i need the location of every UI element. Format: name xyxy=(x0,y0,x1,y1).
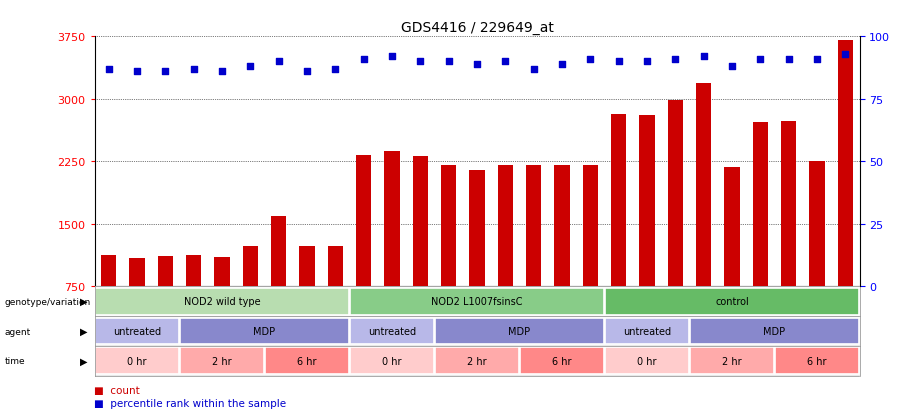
Point xyxy=(356,56,371,63)
Text: 2 hr: 2 hr xyxy=(467,356,487,366)
Text: 0 hr: 0 hr xyxy=(382,356,401,366)
Point xyxy=(668,56,682,63)
Text: untreated: untreated xyxy=(112,326,161,336)
Point xyxy=(781,56,796,63)
Point xyxy=(328,66,343,73)
Bar xyxy=(186,256,202,287)
Bar xyxy=(781,122,797,287)
Bar xyxy=(356,156,372,287)
Bar xyxy=(328,247,343,287)
Bar xyxy=(605,318,688,344)
Text: 6 hr: 6 hr xyxy=(807,356,827,366)
Bar xyxy=(582,165,599,287)
Point xyxy=(697,54,711,60)
Bar xyxy=(130,259,145,287)
Bar xyxy=(95,348,179,374)
Text: ▶: ▶ xyxy=(80,326,87,336)
Bar xyxy=(95,318,179,344)
Point xyxy=(838,51,852,58)
Point xyxy=(385,54,400,60)
Point xyxy=(526,66,541,73)
Text: ▶: ▶ xyxy=(80,297,87,306)
Bar xyxy=(412,157,428,287)
Bar xyxy=(605,348,688,374)
Bar xyxy=(775,348,859,374)
Bar xyxy=(690,318,859,344)
Bar xyxy=(668,101,683,287)
Point xyxy=(554,61,569,68)
Text: MDP: MDP xyxy=(254,326,275,336)
Point xyxy=(611,59,625,65)
Text: ■  percentile rank within the sample: ■ percentile rank within the sample xyxy=(94,398,286,408)
Bar xyxy=(101,256,116,287)
Point xyxy=(215,69,230,76)
Bar xyxy=(752,123,768,287)
Point xyxy=(442,59,456,65)
Text: 0 hr: 0 hr xyxy=(127,356,147,366)
Point xyxy=(753,56,768,63)
Text: untreated: untreated xyxy=(368,326,416,336)
Bar xyxy=(520,348,604,374)
Text: NOD2 wild type: NOD2 wild type xyxy=(184,297,260,306)
Point xyxy=(498,59,512,65)
Text: 2 hr: 2 hr xyxy=(212,356,232,366)
Point xyxy=(470,61,484,68)
Title: GDS4416 / 229649_at: GDS4416 / 229649_at xyxy=(400,21,554,35)
Bar xyxy=(724,168,740,287)
Bar xyxy=(158,257,173,287)
Bar xyxy=(214,258,230,287)
Point xyxy=(243,64,257,70)
Bar xyxy=(271,217,286,287)
Bar xyxy=(350,348,434,374)
Point xyxy=(130,69,144,76)
Bar xyxy=(95,288,349,315)
Bar xyxy=(605,288,859,315)
Text: 6 hr: 6 hr xyxy=(297,356,317,366)
Bar xyxy=(809,162,824,287)
Bar xyxy=(441,166,456,287)
Bar xyxy=(242,247,258,287)
Point xyxy=(158,69,173,76)
Point xyxy=(413,59,428,65)
Point xyxy=(640,59,654,65)
Text: genotype/variation: genotype/variation xyxy=(4,297,91,306)
Point xyxy=(272,59,286,65)
Text: MDP: MDP xyxy=(508,326,531,336)
Bar xyxy=(435,318,604,344)
Text: ▶: ▶ xyxy=(80,356,87,366)
Text: untreated: untreated xyxy=(623,326,671,336)
Bar xyxy=(838,41,853,287)
Text: agent: agent xyxy=(4,327,31,336)
Text: NOD2 L1007fsinsC: NOD2 L1007fsinsC xyxy=(431,297,523,306)
Bar xyxy=(299,247,315,287)
Point xyxy=(300,69,314,76)
Point xyxy=(583,56,598,63)
Text: time: time xyxy=(4,356,25,366)
Point xyxy=(186,66,201,73)
Bar xyxy=(266,348,349,374)
Bar xyxy=(690,348,774,374)
Text: ■  count: ■ count xyxy=(94,385,140,395)
Bar xyxy=(350,318,434,344)
Bar xyxy=(180,348,264,374)
Bar xyxy=(526,166,542,287)
Bar xyxy=(384,152,400,287)
Bar xyxy=(350,288,604,315)
Text: 6 hr: 6 hr xyxy=(553,356,572,366)
Point xyxy=(102,66,116,73)
Bar xyxy=(639,116,655,287)
Text: MDP: MDP xyxy=(763,326,786,336)
Bar xyxy=(469,170,485,287)
Text: 2 hr: 2 hr xyxy=(722,356,742,366)
Bar xyxy=(435,348,519,374)
Bar xyxy=(696,84,712,287)
Bar xyxy=(180,318,349,344)
Bar xyxy=(498,166,513,287)
Text: control: control xyxy=(716,297,749,306)
Point xyxy=(724,64,739,70)
Bar xyxy=(611,114,626,287)
Text: 0 hr: 0 hr xyxy=(637,356,657,366)
Point xyxy=(810,56,824,63)
Bar xyxy=(554,166,570,287)
